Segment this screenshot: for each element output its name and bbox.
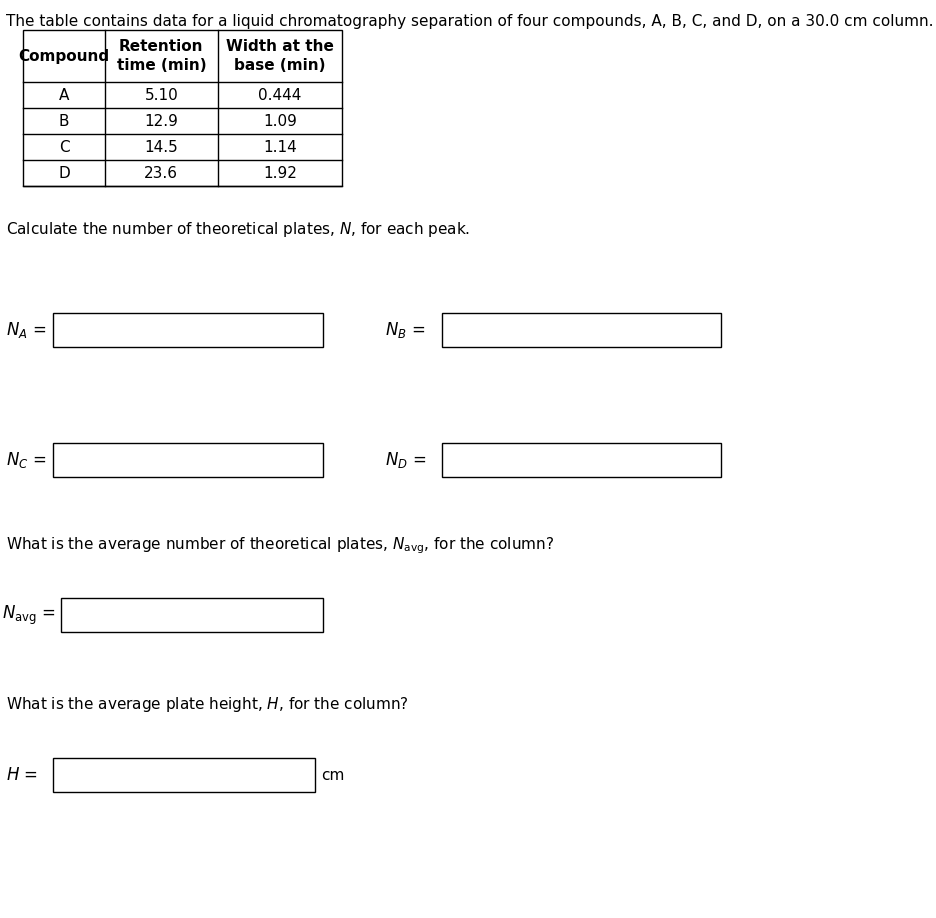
Text: $N_B$ =: $N_B$ = xyxy=(385,320,425,340)
Text: Width at the
base (min): Width at the base (min) xyxy=(226,39,334,73)
Bar xyxy=(52,443,323,477)
Bar xyxy=(52,313,323,347)
Bar xyxy=(61,598,323,632)
Text: 23.6: 23.6 xyxy=(144,165,179,181)
Text: $N_\mathrm{avg}$ =: $N_\mathrm{avg}$ = xyxy=(2,603,56,627)
Bar xyxy=(442,313,722,347)
Text: cm: cm xyxy=(321,767,344,782)
Text: Compound: Compound xyxy=(19,49,110,63)
Text: $N_A$ =: $N_A$ = xyxy=(7,320,47,340)
Text: What is the average plate height, $H$, for the column?: What is the average plate height, $H$, f… xyxy=(7,695,409,714)
Text: 12.9: 12.9 xyxy=(144,114,178,129)
Bar xyxy=(52,758,314,792)
Text: 14.5: 14.5 xyxy=(144,140,178,154)
Text: B: B xyxy=(59,114,69,129)
Text: The table contains data for a liquid chromatography separation of four compounds: The table contains data for a liquid chr… xyxy=(7,14,934,29)
Bar xyxy=(442,443,722,477)
Text: Retention
time (min): Retention time (min) xyxy=(116,39,206,73)
Text: D: D xyxy=(58,165,70,181)
Text: 1.14: 1.14 xyxy=(263,140,297,154)
Text: $N_D$ =: $N_D$ = xyxy=(385,450,426,470)
Text: 1.09: 1.09 xyxy=(263,114,297,129)
Text: What is the average number of theoretical plates, $N_\mathrm{avg}$, for the colu: What is the average number of theoretica… xyxy=(7,535,554,555)
Text: C: C xyxy=(59,140,69,154)
Text: $H$ =: $H$ = xyxy=(7,766,38,784)
Text: A: A xyxy=(59,87,69,103)
Text: Calculate the number of theoretical plates, $N$, for each peak.: Calculate the number of theoretical plat… xyxy=(7,220,471,239)
Text: 1.92: 1.92 xyxy=(263,165,297,181)
Text: 5.10: 5.10 xyxy=(144,87,178,103)
Text: $N_C$ =: $N_C$ = xyxy=(7,450,47,470)
Text: 0.444: 0.444 xyxy=(258,87,301,103)
Bar xyxy=(23,30,342,186)
